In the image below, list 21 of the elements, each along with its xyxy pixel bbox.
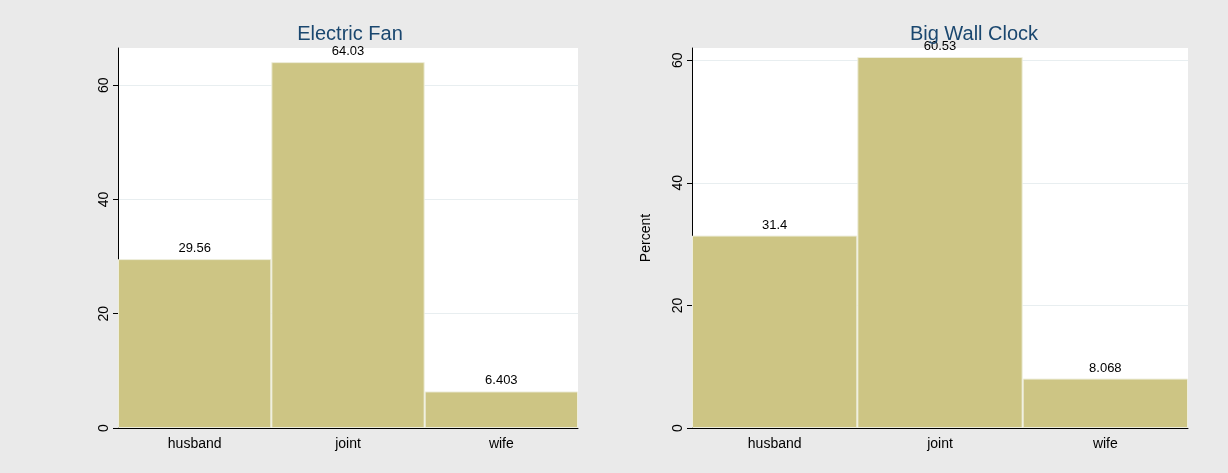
y-tick-label: 60 (95, 77, 111, 93)
y-tick-label: 20 (669, 297, 685, 314)
y-tick-label: 20 (95, 305, 111, 322)
x-tick-label: wife (1091, 435, 1118, 451)
data-label: 64.03 (331, 43, 365, 59)
y-tick-label: 40 (95, 191, 111, 208)
data-label: 6.403 (485, 372, 518, 388)
x-tick-label: wife (487, 435, 514, 451)
y-tick-label: 60 (669, 52, 685, 69)
y-axis-title: Percent (637, 213, 653, 263)
x-tick-label: husband (167, 435, 222, 451)
y-tick-label: 0 (95, 423, 111, 432)
data-label: 8.068 (1089, 359, 1122, 375)
data-label: 31.4 (762, 216, 788, 232)
y-tick-label: 0 (669, 423, 685, 432)
x-tick-label: joint (334, 435, 361, 451)
x-tick-label: husband (747, 435, 802, 451)
y-tick-label: 40 (669, 174, 685, 191)
chart-title: Electric Fan (297, 22, 403, 44)
data-label: 29.56 (178, 240, 211, 256)
x-tick-label: joint (926, 435, 953, 451)
